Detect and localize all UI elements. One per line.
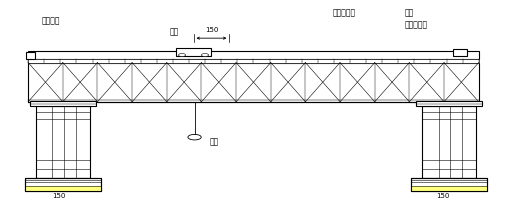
Bar: [416, 101, 482, 106]
Bar: [411, 178, 487, 191]
Text: 反座起桥机: 反座起桥机: [333, 8, 356, 17]
Text: 天车: 天车: [169, 27, 179, 36]
Circle shape: [201, 53, 208, 56]
Text: 天车: 天车: [404, 8, 414, 17]
Bar: [26, 52, 35, 59]
Bar: [176, 48, 211, 56]
Bar: [28, 51, 479, 59]
Bar: [25, 178, 101, 191]
Text: 150: 150: [205, 27, 218, 33]
Bar: [453, 49, 467, 56]
Text: 抄桥起车: 抄桥起车: [42, 17, 60, 25]
Bar: [28, 63, 479, 102]
Bar: [422, 106, 476, 178]
Text: 150: 150: [52, 193, 66, 199]
Bar: [25, 178, 101, 191]
Bar: [30, 101, 96, 106]
Bar: [411, 186, 487, 191]
Text: 在引起桥机: 在引起桥机: [404, 21, 428, 30]
Bar: [25, 186, 101, 191]
Circle shape: [179, 53, 186, 56]
Bar: [411, 178, 487, 191]
Bar: [28, 59, 479, 63]
Bar: [36, 106, 90, 178]
Text: 吸钩: 吸钩: [210, 138, 219, 146]
Text: 150: 150: [436, 193, 450, 199]
